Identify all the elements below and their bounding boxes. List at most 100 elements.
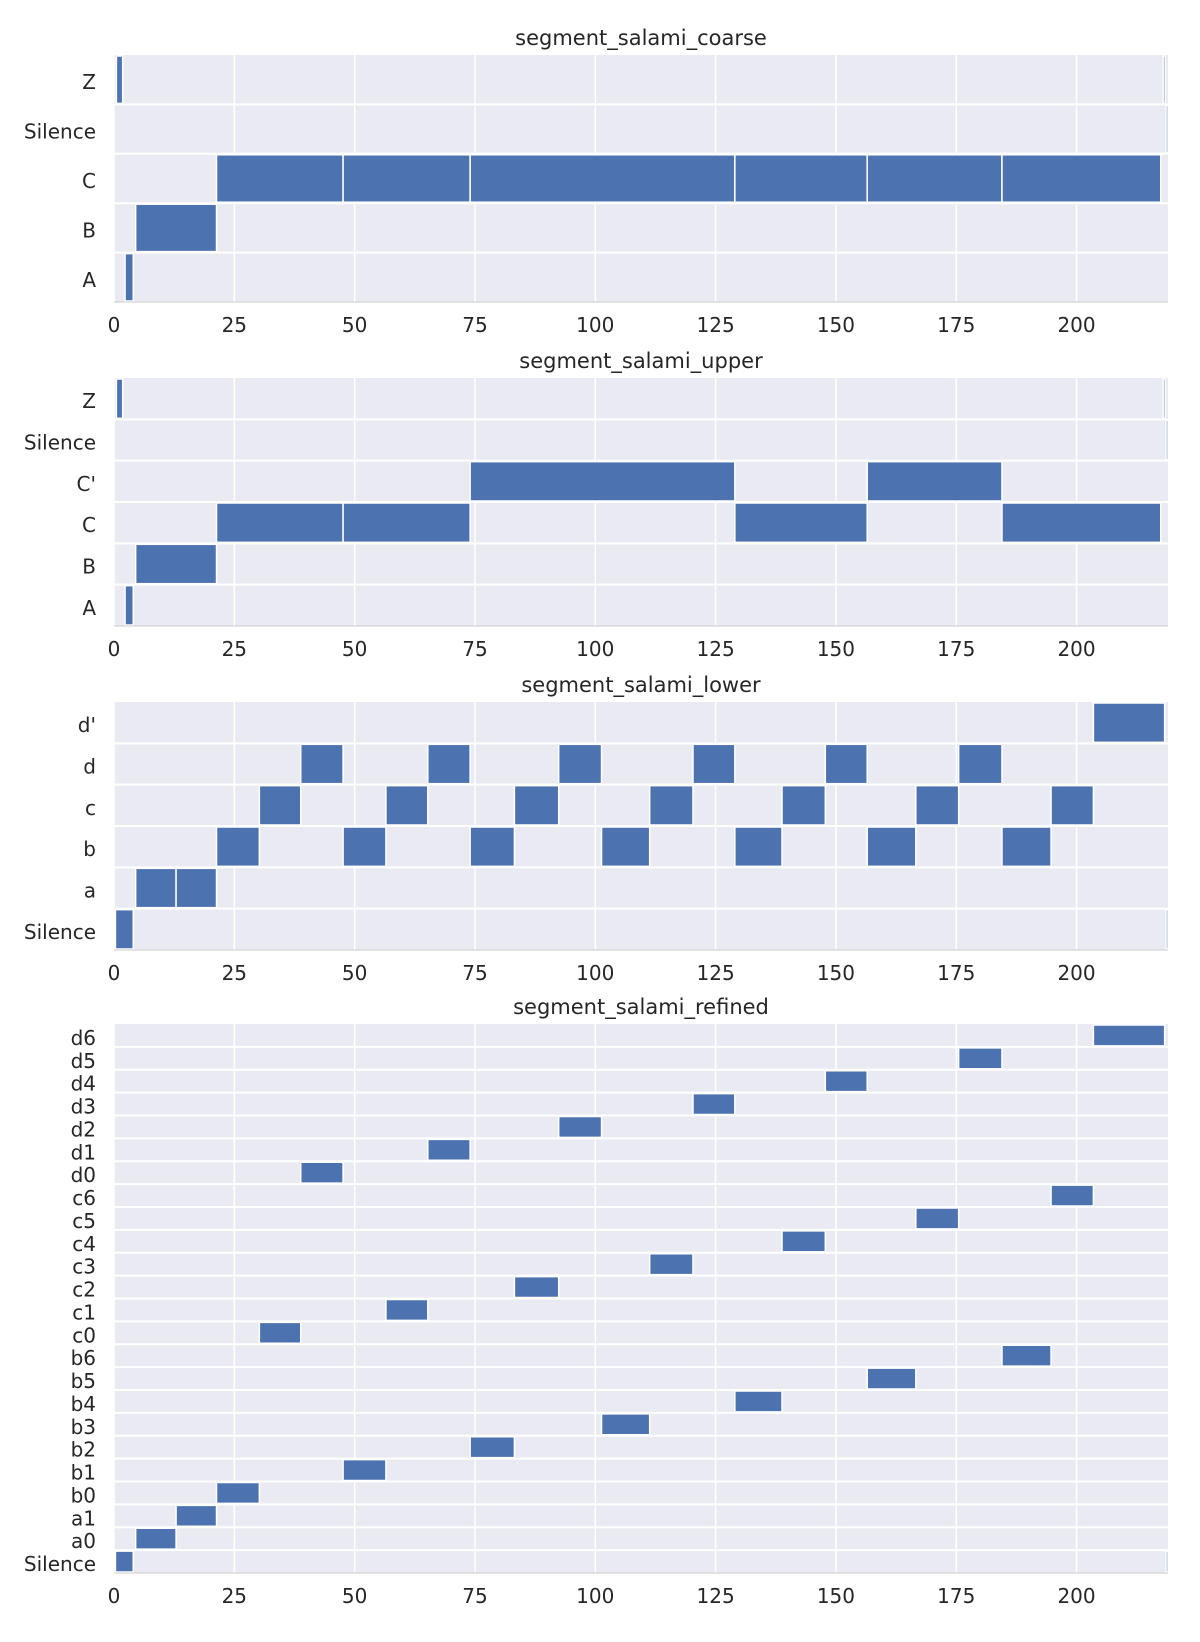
x-tick-label: 200: [1057, 1584, 1095, 1608]
segment-bar-b3: [600, 1413, 651, 1436]
segment-bar-Z: [115, 378, 124, 420]
x-tick-label: 0: [108, 313, 121, 337]
y-tick-label: c0: [72, 1323, 96, 1347]
segment-bar-Silence: [1165, 104, 1169, 154]
segment-bar-b1: [342, 1458, 387, 1482]
y-tick-label: c5: [72, 1209, 96, 1233]
segment-bar-d: [299, 743, 344, 785]
segment-bar-b5: [866, 1367, 917, 1390]
segment-bar-a: [134, 867, 177, 909]
segment-bar-c6: [1050, 1184, 1095, 1207]
x-tick-label: 175: [937, 313, 975, 337]
x-tick-label: 25: [222, 313, 247, 337]
chart-title: segment_salami_coarse: [515, 26, 767, 51]
x-tick-label: 100: [576, 637, 614, 661]
y-tick-label: A: [82, 596, 96, 620]
segment-bar-b: [1001, 826, 1052, 868]
x-tick-label: 175: [937, 1584, 975, 1608]
y-tick-label: C': [77, 472, 96, 496]
segment-bar-Silence: [1165, 1550, 1169, 1573]
x-tick-label: 75: [462, 961, 487, 985]
segment-bar-b2: [469, 1436, 516, 1459]
segment-bar-b0: [215, 1481, 261, 1505]
y-tick-label: c6: [72, 1186, 96, 1210]
segment-bar-C: [1001, 154, 1162, 203]
chart-segment_salami_refined: segment_salami_refined d6d5d4d3d2d1d0c6c5…: [24, 995, 1169, 1608]
x-tick-label: 150: [817, 313, 855, 337]
chart-segment_salami_coarse: segment_salami_coarse Z Silence C B A0 25 50 75 1…: [24, 26, 1169, 337]
segment-bar-C': [866, 460, 1003, 502]
segment-bar-c: [915, 784, 960, 826]
segment-bar-b4: [734, 1390, 783, 1413]
segment-bar-d4: [824, 1070, 868, 1093]
segment-bar-C: [1001, 502, 1162, 544]
segment-bar-d: [957, 743, 1003, 785]
y-tick-label: b1: [71, 1461, 96, 1485]
y-tick-label: Silence: [24, 1552, 96, 1576]
y-tick-label: d1: [71, 1140, 96, 1164]
segment-bar-c2: [513, 1275, 560, 1299]
segment-bar-c4: [781, 1230, 827, 1253]
segment-bar-Z: [1162, 55, 1166, 105]
y-tick-label: C: [82, 513, 96, 537]
x-tick-label: 75: [462, 637, 487, 661]
segment-bar-b: [342, 826, 387, 868]
x-tick-label: 125: [697, 961, 735, 985]
x-tick-label: 0: [108, 637, 121, 661]
segment-bar-b6: [1001, 1344, 1052, 1367]
y-tick-label: Silence: [24, 431, 96, 455]
y-tick-label: a1: [71, 1506, 96, 1530]
segment-bar-C: [469, 154, 736, 203]
y-tick-label: c: [85, 796, 96, 820]
y-tick-label: d6: [71, 1026, 96, 1050]
segment-bar-A: [124, 584, 135, 626]
y-tick-label: d: [83, 755, 96, 779]
segment-bar-c: [513, 784, 560, 826]
segment-bar-c: [781, 784, 827, 826]
y-tick-label: b4: [71, 1392, 96, 1416]
x-tick-label: 200: [1057, 637, 1095, 661]
chart-title: segment_salami_refined: [513, 995, 769, 1020]
segment-bar-C: [734, 154, 868, 203]
segment-bar-d2: [557, 1115, 603, 1139]
y-tick-label: a: [84, 879, 96, 903]
segment-bar-C': [469, 460, 736, 502]
segment-bar-A: [124, 252, 135, 302]
y-tick-label: b0: [71, 1483, 96, 1507]
x-tick-label: 50: [342, 1584, 367, 1608]
segment-bar-c3: [648, 1253, 694, 1276]
segment-bar-Silence: [1165, 908, 1169, 950]
y-tick-label: b3: [71, 1415, 96, 1439]
segment-bar-a: [175, 867, 218, 909]
x-tick-label: 200: [1057, 313, 1095, 337]
x-tick-label: 75: [462, 1584, 487, 1608]
y-tick-label: b2: [71, 1438, 96, 1462]
segment-bar-C: [866, 154, 1003, 203]
segment-bar-b: [469, 826, 516, 868]
x-tick-label: 125: [697, 637, 735, 661]
chart-title: segment_salami_lower: [521, 673, 761, 698]
x-tick-label: 50: [342, 637, 367, 661]
x-tick-label: 125: [697, 313, 735, 337]
segment-bar-d3: [692, 1092, 736, 1116]
segment-bar-c: [1050, 784, 1095, 826]
x-tick-label: 200: [1057, 961, 1095, 985]
segment-bar-C: [734, 502, 868, 544]
x-tick-label: 125: [697, 1584, 735, 1608]
segment-bar-d: [427, 743, 471, 785]
y-tick-label: d': [78, 713, 96, 737]
chart-title: segment_salami_upper: [519, 349, 763, 374]
x-tick-label: 25: [222, 637, 247, 661]
y-tick-label: d5: [71, 1049, 96, 1073]
segment-bar-B: [134, 543, 218, 585]
y-tick-label: d4: [71, 1072, 96, 1096]
segment-bar-d: [557, 743, 603, 785]
y-tick-label: c2: [72, 1278, 96, 1302]
y-tick-label: B: [82, 555, 96, 579]
segment-bar-Z: [115, 55, 124, 105]
y-tick-label: Silence: [24, 920, 96, 944]
segment-bar-C: [342, 502, 471, 544]
